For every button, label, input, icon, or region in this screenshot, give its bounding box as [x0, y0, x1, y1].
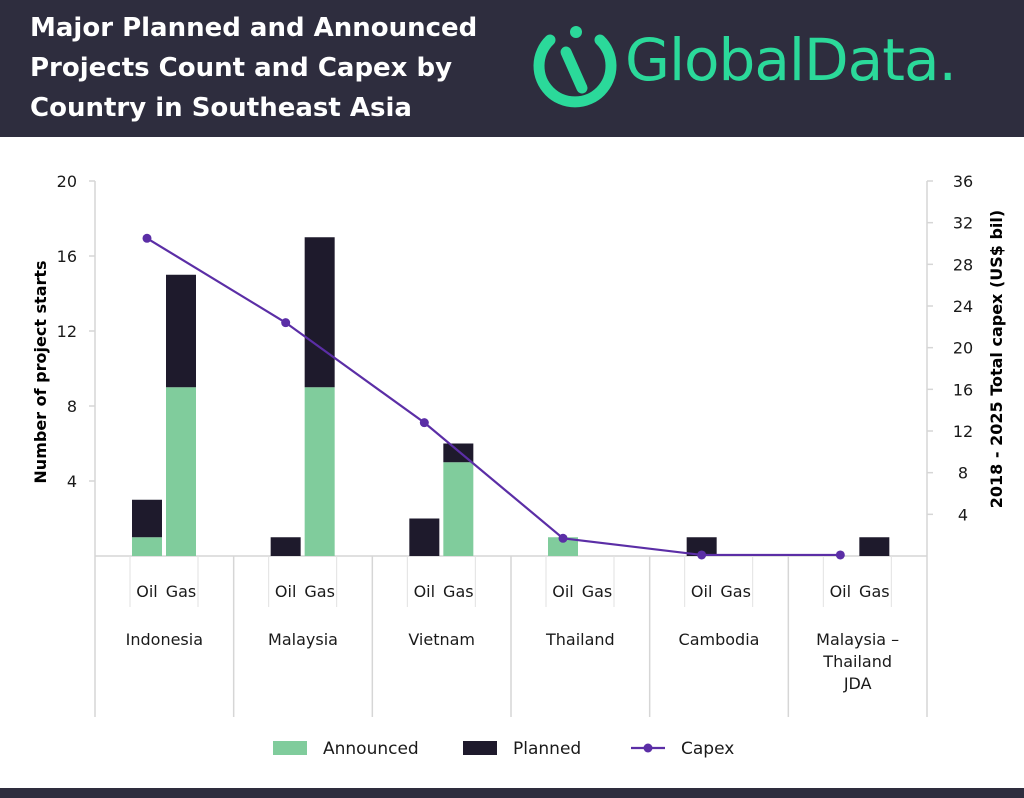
category-label: Thailand	[822, 652, 892, 671]
subcategory-label: Oil	[414, 582, 435, 601]
legend: Announced Planned Capex	[273, 739, 734, 759]
category-label: Malaysia	[268, 630, 338, 649]
subcategory-label: Gas	[582, 582, 613, 601]
chart-title-line-2: Projects Count and Capex by	[30, 53, 453, 83]
bar-announced	[443, 462, 474, 556]
category-labels-layer: Oil Gas Indonesia Oil Gas Malaysia Oil Gas Vietn…	[126, 582, 900, 693]
y2-tick-label: 28	[953, 255, 973, 274]
y2-tick-label: 8	[958, 464, 968, 483]
legend-swatch-planned	[463, 741, 497, 755]
footer-bar	[0, 788, 1024, 798]
bar-planned	[859, 537, 890, 556]
subcategory-label: Gas	[859, 582, 890, 601]
y2-tick-label: 20	[953, 339, 973, 358]
subcategory-label: Oil	[136, 582, 157, 601]
capex-line-layer	[142, 233, 845, 560]
legend-swatch-announced	[273, 741, 307, 755]
legend-swatch-capex-point	[643, 743, 653, 753]
category-label: JDA	[843, 674, 872, 693]
chart-title-line-1: Major Planned and Announced	[30, 13, 478, 43]
legend-label: Capex	[681, 739, 734, 759]
category-label: Malaysia –	[816, 630, 899, 649]
y2-axis-label: 2018 - 2025 Total capex (US$ bil)	[987, 210, 1006, 508]
category-dividers	[129, 556, 892, 717]
subcategory-label: Gas	[720, 582, 751, 601]
y2-tick-label: 4	[958, 505, 968, 524]
bar-planned	[132, 499, 162, 538]
y2-tick-label: 36	[953, 172, 973, 191]
y-tick-label: 8	[67, 397, 77, 416]
subcategory-label: Oil	[691, 582, 712, 601]
chart-area: 4 8 12 16 20 4 8 12 16 20 24 28 32 36 Oil Gas Indonesia…	[31, 172, 1006, 759]
category-label: Cambodia	[679, 630, 760, 649]
category-label: Vietnam	[408, 630, 475, 649]
bar-planned	[166, 274, 196, 388]
capex-point	[558, 533, 568, 543]
subcategory-label: Oil	[275, 582, 296, 601]
y2-tick-label: 16	[953, 380, 973, 399]
y-tick-label: 16	[57, 247, 77, 266]
y-axis-label: Number of project starts	[31, 260, 50, 483]
y-tick-label: 12	[57, 322, 77, 341]
chart-title-line-3: Country in Southeast Asia	[30, 93, 412, 123]
capex-point	[142, 233, 152, 243]
subcategory-label: Oil	[830, 582, 851, 601]
legend-label: Planned	[513, 739, 581, 759]
capex-point	[281, 318, 291, 328]
subcategory-label: Oil	[552, 582, 573, 601]
bar-planned	[409, 518, 440, 556]
category-label: Thailand	[545, 630, 615, 649]
globaldata-logo-icon	[533, 26, 617, 108]
capex-point	[419, 418, 429, 428]
y2-tick-label: 12	[953, 422, 973, 441]
subcategory-label: Gas	[443, 582, 474, 601]
capex-point	[835, 550, 845, 560]
subcategory-label: Gas	[304, 582, 335, 601]
bar-announced	[132, 537, 162, 556]
y2-tick-label: 24	[953, 297, 973, 316]
y-tick-label: 4	[67, 472, 77, 491]
y2-tick-label: 32	[953, 214, 973, 233]
logo-text: GlobalData.	[625, 26, 957, 94]
bar-announced	[166, 387, 196, 556]
axis-ticks-layer: 4 8 12 16 20 4 8 12 16 20 24 28 32 36	[57, 172, 974, 524]
bar-planned	[270, 537, 301, 556]
bar-announced	[548, 537, 578, 556]
category-label: Indonesia	[126, 630, 203, 649]
capex-point	[697, 550, 707, 560]
subcategory-label: Gas	[166, 582, 197, 601]
bar-planned	[304, 237, 335, 388]
capex-line	[146, 237, 841, 557]
bar-planned	[686, 537, 717, 556]
bar-announced	[304, 387, 335, 556]
legend-label: Announced	[323, 739, 419, 759]
header-bar: Major Planned and Announced Projects Cou…	[0, 0, 1024, 137]
y-tick-label: 20	[57, 172, 77, 191]
bars-layer	[132, 237, 890, 556]
